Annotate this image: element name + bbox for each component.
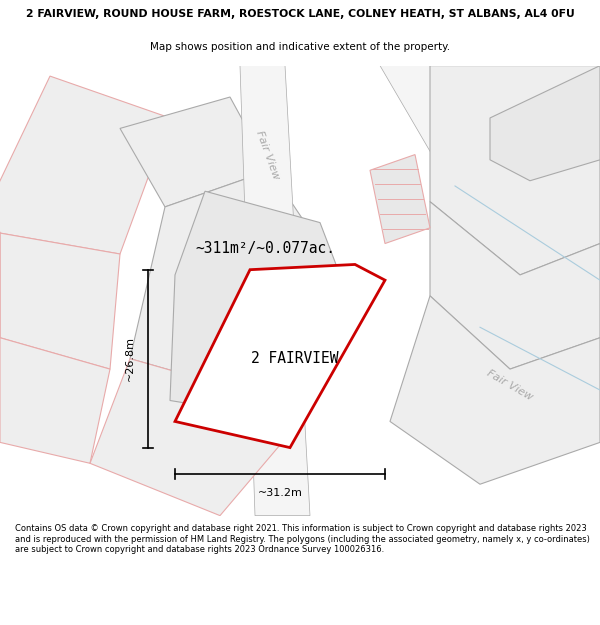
Polygon shape — [240, 66, 310, 516]
Polygon shape — [370, 154, 430, 244]
Text: Fair View: Fair View — [254, 129, 281, 181]
Polygon shape — [0, 76, 170, 254]
Text: ~26.8m: ~26.8m — [125, 336, 135, 381]
Polygon shape — [175, 264, 385, 448]
Polygon shape — [130, 170, 340, 390]
Text: Map shows position and indicative extent of the property.: Map shows position and indicative extent… — [150, 42, 450, 52]
Text: ~311m²/~0.077ac.: ~311m²/~0.077ac. — [195, 241, 335, 256]
Text: ~31.2m: ~31.2m — [257, 488, 302, 498]
Polygon shape — [430, 202, 600, 369]
Text: Contains OS data © Crown copyright and database right 2021. This information is : Contains OS data © Crown copyright and d… — [15, 524, 590, 554]
Polygon shape — [90, 275, 340, 516]
Polygon shape — [390, 296, 600, 484]
Polygon shape — [170, 191, 340, 421]
Polygon shape — [0, 233, 120, 369]
Text: 2 FAIRVIEW: 2 FAIRVIEW — [251, 351, 339, 366]
Polygon shape — [380, 66, 600, 442]
Polygon shape — [120, 97, 270, 207]
Polygon shape — [0, 338, 110, 463]
Polygon shape — [490, 66, 600, 181]
Polygon shape — [430, 66, 600, 275]
Text: Fair View: Fair View — [485, 368, 535, 402]
Text: 2 FAIRVIEW, ROUND HOUSE FARM, ROESTOCK LANE, COLNEY HEATH, ST ALBANS, AL4 0FU: 2 FAIRVIEW, ROUND HOUSE FARM, ROESTOCK L… — [26, 9, 574, 19]
